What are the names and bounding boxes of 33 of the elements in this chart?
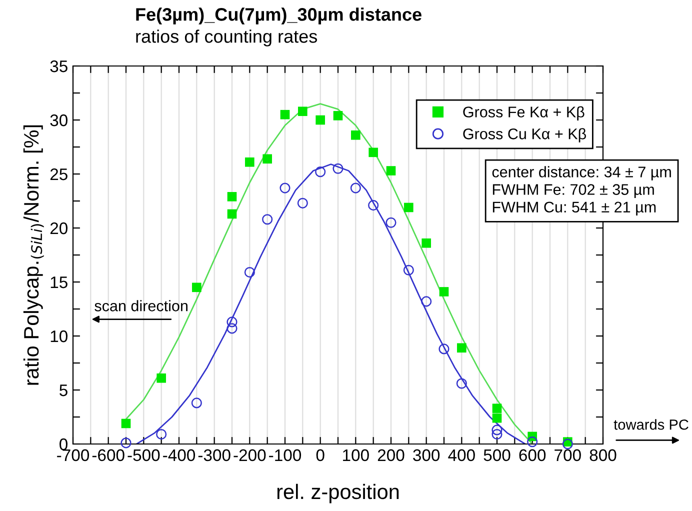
x-tick-label: 600 xyxy=(519,449,546,462)
x-tick-label: 100 xyxy=(343,449,369,462)
y-tick-label: 5 xyxy=(60,384,68,396)
y-tick-label: 10 xyxy=(50,330,68,342)
y-tick-label: 30 xyxy=(50,114,68,126)
x-tick-label: 300 xyxy=(413,449,440,462)
x-tick-label: 200 xyxy=(378,449,404,462)
y-tick-label: 35 xyxy=(50,60,68,72)
x-tick-label: -300 xyxy=(198,449,230,462)
x-tick-label: 700 xyxy=(554,449,581,462)
x-axis-title: rel. z-position xyxy=(277,484,399,504)
annotation: center distance: 34 ± 7 µm FWHM Fe: 702 ± 35 µm FWHM Cu: 541 ± 21 µm xyxy=(492,166,671,216)
chart-subtitle: ratios of counting rates xyxy=(136,30,318,46)
x-tick-label: -500 xyxy=(128,449,160,462)
x-tick-label: 800 xyxy=(590,449,616,462)
x-tick-label: 0 xyxy=(316,449,324,462)
y-axis-title: ratio Polycap.$_{(SiLi)}$/Norm. [%] xyxy=(23,125,44,385)
legend-label: Gross Cu Kα + Kβ xyxy=(463,128,586,142)
x-tick-label: -100 xyxy=(269,449,302,462)
y-tick-label: 20 xyxy=(50,222,68,234)
annotation: scan direction xyxy=(94,300,188,312)
x-tick-label: 400 xyxy=(448,449,475,462)
x-tick-label: -200 xyxy=(234,449,266,462)
chart-title: Fe(3µm)_Cu(7µm)_30µm distance xyxy=(136,8,422,24)
x-tick-label: 500 xyxy=(484,449,510,462)
y-tick-label: 25 xyxy=(50,168,68,180)
text: towards PC xyxy=(614,419,688,430)
y-tick-label: 15 xyxy=(50,276,68,288)
legend-label: Gross Fe Kα + Kβ xyxy=(463,106,584,120)
x-tick-label: -400 xyxy=(163,449,196,462)
x-tick-label: -600 xyxy=(92,449,124,462)
x-tick-label: -700 xyxy=(57,449,90,462)
y-tick-label: 0 xyxy=(60,438,68,450)
